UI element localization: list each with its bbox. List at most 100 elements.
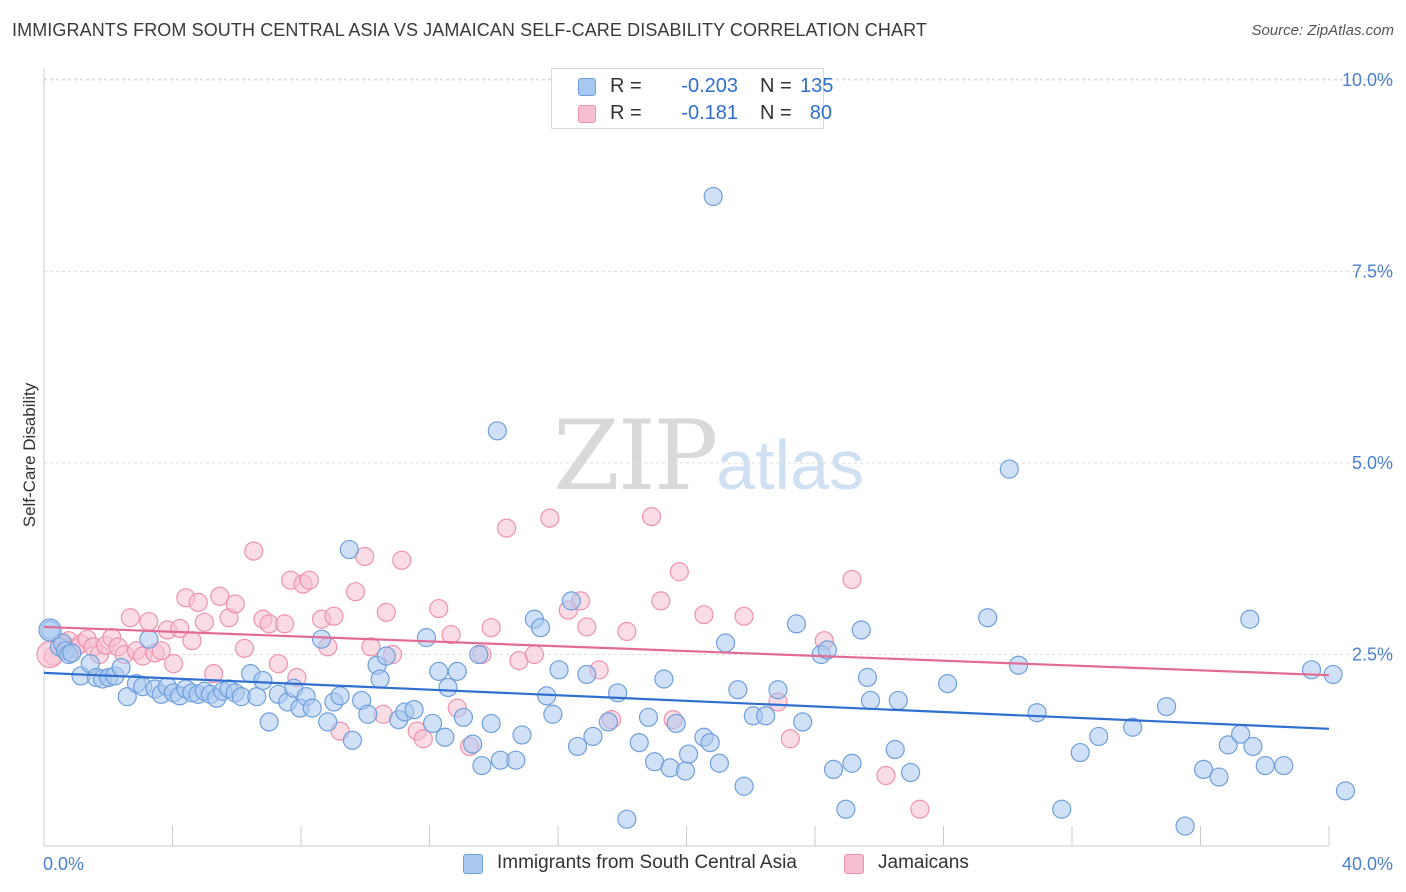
correlation-legend: R = -0.203 N = 135 R = -0.181 N = 80 — [551, 68, 833, 129]
jamaicans-point — [194, 612, 214, 632]
legend-swatch-pink — [844, 854, 864, 874]
south-central-asia-point — [577, 664, 597, 685]
south-central-asia-point — [311, 629, 332, 649]
south-central-asia-point — [472, 755, 492, 776]
x-tick-label-min: 0.0% — [43, 854, 84, 874]
legend-r-label: R = — [610, 75, 642, 97]
jamaicans-point — [274, 614, 295, 634]
y-tick-label: 5.0% — [1352, 453, 1393, 473]
south-central-asia-point — [678, 744, 699, 764]
jamaicans-point — [876, 765, 896, 786]
south-central-asia-point — [1274, 755, 1294, 776]
south-central-asia-point — [1209, 767, 1229, 787]
legend-swatch-blue — [578, 78, 596, 96]
jamaicans-point — [910, 799, 930, 819]
jamaicans-point — [268, 654, 288, 674]
south-central-asia-point — [253, 670, 273, 691]
south-central-asia-point — [438, 677, 458, 698]
south-central-asia-trend-line — [43, 671, 1330, 730]
x-tick-label-max: 40.0% — [1342, 854, 1393, 874]
south-central-asia-point — [885, 739, 905, 760]
south-central-asia-point — [1255, 755, 1275, 776]
jamaicans-point — [429, 598, 449, 619]
south-central-asia-point — [1123, 717, 1143, 737]
legend-swatch-blue — [463, 854, 483, 874]
trend-lines — [43, 625, 1330, 730]
south-central-asia-point — [139, 629, 159, 649]
legend-label-south-central-asia: Immigrants from South Central Asia — [497, 852, 797, 873]
south-central-asia-point — [793, 712, 813, 732]
south-central-asia-point — [404, 700, 424, 720]
jamaicans-point — [225, 594, 245, 614]
jamaicans-point — [361, 637, 381, 657]
legend-n-label: N = — [760, 102, 792, 124]
south-central-asia-point — [481, 713, 501, 734]
legend-r-value: -0.181 — [681, 102, 738, 124]
south-central-asia-point — [506, 750, 526, 770]
south-central-asia-point — [342, 730, 362, 750]
watermark-atlas: atlas — [716, 426, 865, 504]
series-legend: Immigrants from South Central Asia Jamai… — [0, 851, 1406, 877]
source-label: Source: ZipAtlas.com — [1251, 22, 1394, 39]
jamaicans-point — [163, 654, 184, 674]
south-central-asia-point — [888, 690, 908, 711]
south-central-asia-point — [734, 776, 754, 796]
south-central-asia-point — [447, 661, 467, 681]
south-central-asia-point — [422, 713, 443, 734]
south-central-asia-point — [1218, 735, 1238, 755]
legend-r-label: R = — [610, 102, 642, 124]
jamaicans-point — [669, 562, 689, 582]
south-central-asia-point — [1301, 660, 1322, 680]
jamaicans-point — [577, 617, 597, 637]
south-central-asia-point — [370, 669, 390, 689]
jamaicans-point — [324, 606, 344, 626]
south-central-asia-point — [416, 628, 437, 648]
south-central-asia-point — [1335, 781, 1356, 801]
south-central-asia-point — [1070, 742, 1090, 763]
gridlines — [44, 78, 1394, 655]
legend-n-value: 135 — [800, 75, 834, 97]
jamaicans-point — [210, 586, 230, 606]
jamaicans-point — [694, 605, 714, 625]
south-central-asia-point — [715, 633, 736, 653]
south-central-asia-point — [700, 732, 720, 753]
south-central-asia-point — [638, 707, 659, 727]
jamaicans-point — [734, 606, 754, 626]
south-central-asia-point — [318, 712, 338, 732]
south-central-asia-point — [247, 687, 267, 707]
jamaicans-point — [182, 631, 202, 651]
jamaicans-point — [392, 550, 412, 570]
south-central-asia-point — [823, 759, 844, 780]
south-central-asia-point — [339, 539, 359, 560]
south-central-asia-point — [756, 706, 776, 726]
south-central-asia-point — [429, 661, 449, 681]
south-central-asia-point — [330, 686, 350, 706]
south-central-asia-point — [786, 614, 807, 634]
south-central-asia-point — [938, 674, 958, 694]
y-tick-label: 10.0% — [1342, 70, 1393, 90]
jamaicans-point — [139, 611, 159, 632]
south-central-asia-point — [376, 646, 396, 666]
south-central-asia-point — [817, 640, 837, 660]
y-tick-label: 7.5% — [1352, 262, 1393, 282]
south-central-asia-point — [978, 608, 998, 628]
south-central-asia-point — [851, 620, 871, 640]
south-central-asia-point — [629, 732, 649, 753]
south-central-asia-point — [567, 736, 588, 757]
south-central-asia-point — [860, 690, 881, 711]
south-central-asia-point — [1243, 736, 1263, 757]
south-central-asia-point — [654, 669, 674, 689]
jamaicans-point — [413, 729, 433, 749]
south-central-asia-point — [1089, 726, 1109, 747]
axes — [43, 69, 1330, 847]
jamaicans-point — [120, 608, 140, 628]
south-central-asia-point — [768, 680, 788, 700]
south-central-asia-point — [857, 667, 878, 688]
south-central-asia-point — [728, 680, 748, 700]
south-central-asia-point — [259, 712, 279, 732]
south-central-asia-point — [617, 809, 637, 829]
y-tick-label: 2.5% — [1352, 645, 1393, 665]
legend-r-value: -0.203 — [681, 75, 738, 97]
south-central-asia-point — [598, 712, 618, 732]
